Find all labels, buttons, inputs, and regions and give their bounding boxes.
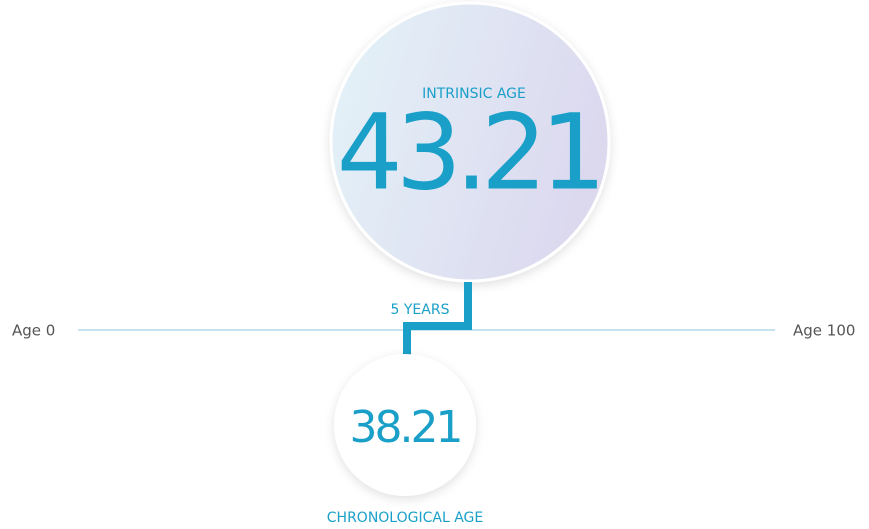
difference-connector (403, 282, 472, 358)
intrinsic-circle (329, 1, 611, 283)
scale-end-label: Age 100 (793, 322, 855, 340)
chronological-value: 38.21 (350, 402, 461, 453)
chronological-circle (334, 354, 476, 496)
intrinsic-label: INTRINSIC AGE (422, 86, 526, 102)
scale-start-label: Age 0 (12, 322, 55, 340)
intrinsic-value: 43.21 (337, 91, 600, 213)
difference-label: 5 YEARS (391, 302, 450, 318)
chronological-label: CHRONOLOGICAL AGE (327, 510, 483, 526)
